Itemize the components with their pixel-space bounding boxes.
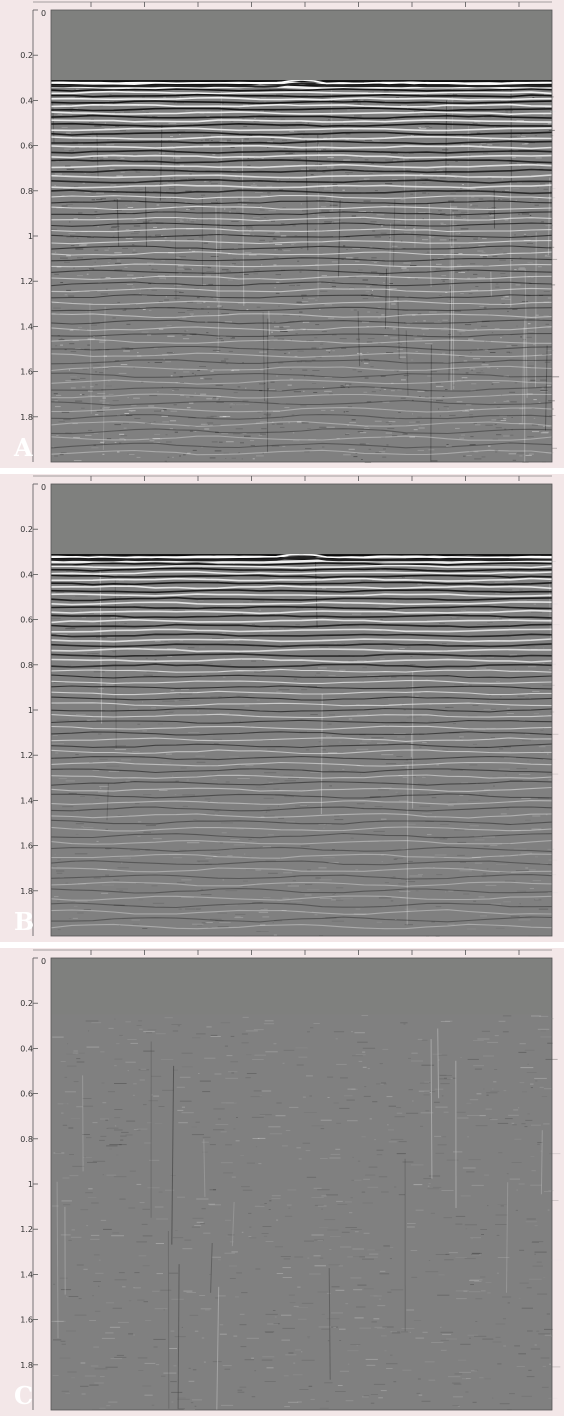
seismic-panel-a: 0 0.2 0.4 0.6 0.8 1 1.2 1.4 1.6 1.8 A (0, 0, 564, 468)
y-tick-label: 0.4 (20, 96, 33, 105)
y-tick-label: 0.6 (20, 1090, 33, 1099)
y-tick-label: 0.4 (20, 570, 33, 579)
y-tick-label: 0.8 (20, 187, 33, 196)
panel-label-b: B (14, 910, 34, 934)
water-column (51, 484, 552, 554)
y-tick-label: 1.6 (20, 368, 33, 377)
section-background (51, 958, 552, 1410)
y-tick-label: 1 (28, 232, 33, 241)
y-tick-label: 1.8 (20, 887, 33, 896)
y-tick-label: 0 (41, 483, 46, 492)
seismic-section-b: 0 0.2 0.4 0.6 0.8 1 1.2 1.4 1.6 1.8 (0, 474, 564, 942)
seismic-panel-b: 0 0.2 0.4 0.6 0.8 1 1.2 1.4 1.6 1.8 B (0, 474, 564, 942)
y-tick-label: 0.2 (20, 525, 33, 534)
y-tick-label: 1.6 (20, 1316, 33, 1325)
panel-label-a: A (14, 436, 33, 460)
y-tick-label: 1.4 (20, 796, 33, 805)
y-tick-label: 1 (28, 1180, 33, 1189)
y-tick-label: 1.8 (20, 1361, 33, 1370)
y-tick-label: 1.2 (20, 1225, 33, 1234)
seismic-section-a: 0 0.2 0.4 0.6 0.8 1 1.2 1.4 1.6 1.8 (0, 0, 564, 468)
water-column (51, 10, 552, 80)
y-tick-label: 0.8 (20, 661, 33, 670)
y-tick-label: 1.4 (20, 322, 33, 331)
y-tick-label: 0.4 (20, 1044, 33, 1053)
water-column (51, 958, 552, 1015)
seismic-panel-c: 0 0.2 0.4 0.6 0.8 1 1.2 1.4 1.6 1.8 C (0, 948, 564, 1416)
y-tick-label: 0.2 (20, 51, 33, 60)
y-tick-label: 1.2 (20, 277, 33, 286)
y-tick-label: 1.8 (20, 413, 33, 422)
y-tick-label: 1 (28, 706, 33, 715)
y-tick-label: 0 (41, 9, 46, 18)
y-tick-label: 0 (41, 957, 46, 966)
y-tick-label: 1.2 (20, 751, 33, 760)
y-tick-label: 1.6 (20, 842, 33, 851)
panel-label-c: C (14, 1384, 33, 1408)
seismic-section-c: 0 0.2 0.4 0.6 0.8 1 1.2 1.4 1.6 1.8 (0, 948, 564, 1416)
y-tick-label: 0.6 (20, 142, 33, 151)
y-tick-label: 0.8 (20, 1135, 33, 1144)
y-tick-label: 1.4 (20, 1270, 33, 1279)
y-tick-label: 0.2 (20, 999, 33, 1008)
y-tick-label: 0.6 (20, 616, 33, 625)
